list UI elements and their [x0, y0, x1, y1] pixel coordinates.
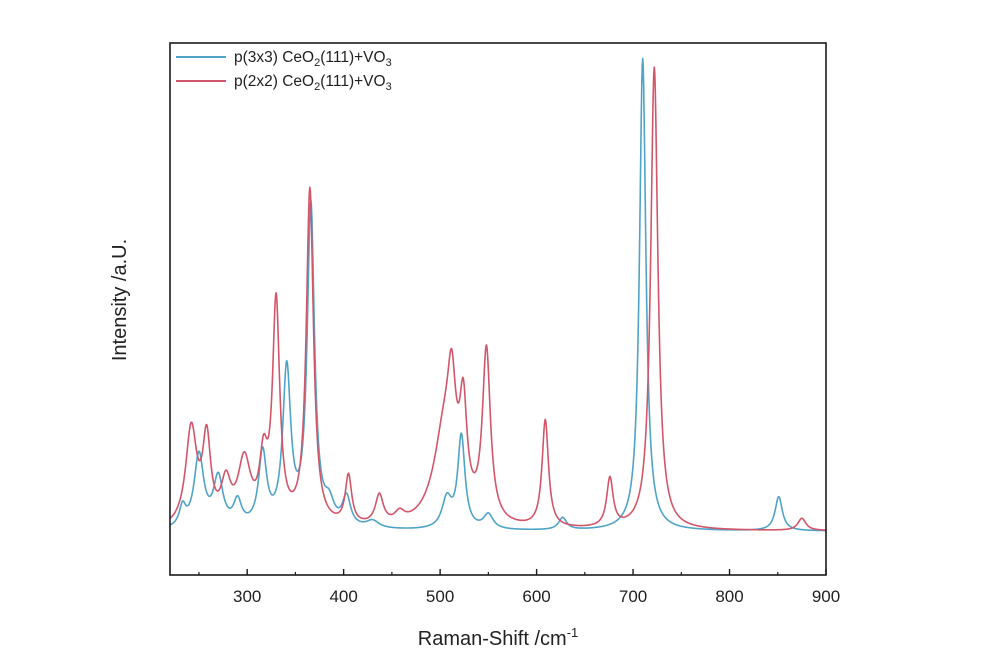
series-line-1	[169, 57, 827, 532]
x-tick-label-400: 400	[329, 587, 357, 606]
x-axis: 300 400 500 600 700 800 900	[198, 569, 840, 606]
legend-label-1: p(3x3) CeO2(111)+VO3	[234, 49, 392, 69]
x-tick-label-800: 800	[715, 587, 743, 606]
x-tick-label-900: 900	[812, 587, 840, 606]
plot-frame	[169, 42, 827, 576]
x-axis-label: Raman-Shift /cm-1	[418, 625, 579, 650]
y-axis-label: Intensity /a.U.	[109, 239, 131, 361]
x-tick-label-300: 300	[233, 587, 261, 606]
x-tick-label-500: 500	[426, 587, 454, 606]
series-layer	[169, 57, 827, 532]
legend-label-2: p(2x2) CeO2(111)+VO3	[234, 73, 392, 93]
x-tick-label-600: 600	[522, 587, 550, 606]
series-line-2	[169, 66, 827, 531]
x-tick-label-700: 700	[619, 587, 647, 606]
legend: p(3x3) CeO2(111)+VO3 p(2x2) CeO2(111)+VO3	[176, 49, 392, 93]
